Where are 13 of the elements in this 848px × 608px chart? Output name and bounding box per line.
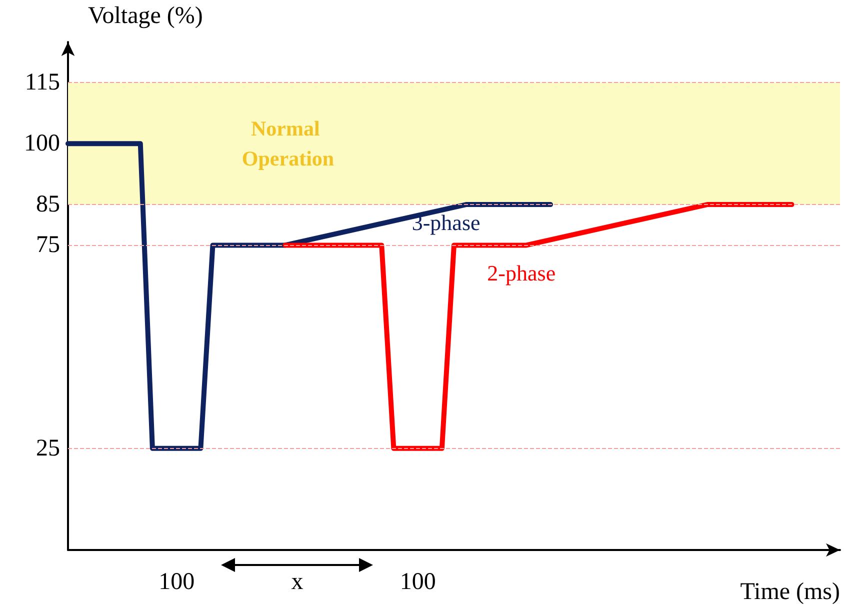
- x-tick-label: 100: [400, 569, 436, 595]
- y-axis-title: Voltage (%): [88, 3, 203, 29]
- series-label: 3-phase: [412, 210, 480, 236]
- y-tick-label: 85: [36, 192, 60, 218]
- series-label: 2-phase: [487, 260, 556, 286]
- band-label: Normal Operation: [242, 116, 334, 171]
- x-axis-title: Time (ms): [740, 579, 840, 605]
- y-tick-label: 100: [24, 130, 60, 157]
- x-tick-label: 100: [158, 569, 195, 595]
- y-tick-label: 25: [36, 435, 60, 462]
- y-tick-label: 115: [24, 70, 60, 96]
- x-tick-label: x: [291, 569, 304, 595]
- y-tick-label: 75: [36, 232, 60, 258]
